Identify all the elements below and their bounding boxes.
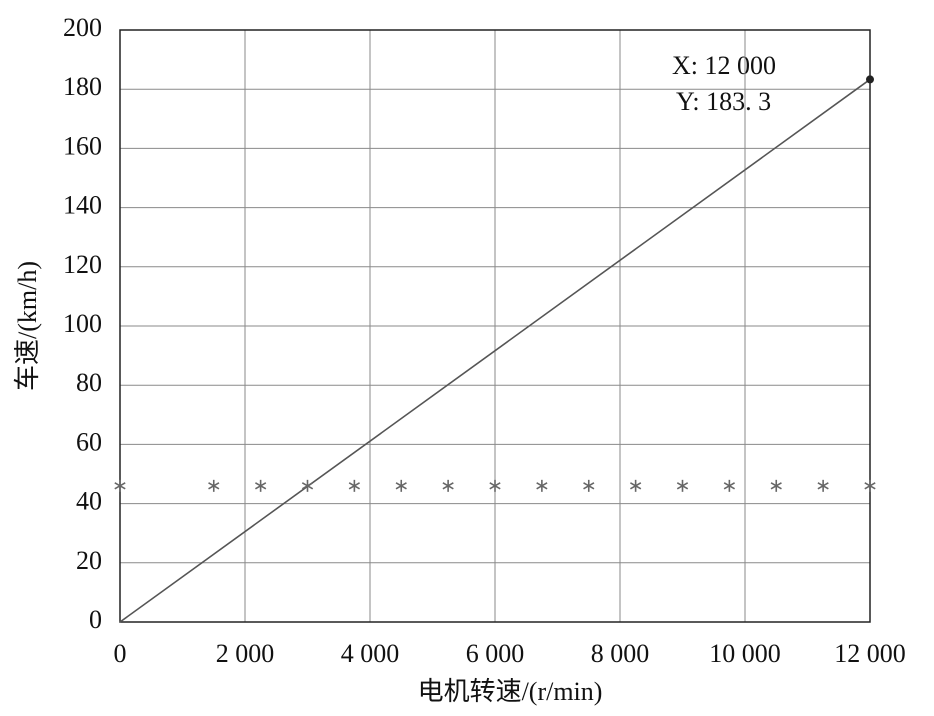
- x-tick-label: 8 000: [591, 639, 650, 668]
- asterisk-marker: [114, 479, 126, 492]
- x-tick-label: 2 000: [216, 639, 275, 668]
- asterisk-marker: [489, 479, 501, 492]
- asterisk-marker: [723, 479, 735, 492]
- data-line: [119, 78, 871, 623]
- x-tick-label: 12 000: [834, 639, 906, 668]
- asterisk-marker: [583, 479, 595, 492]
- asterisk-stroke: [395, 482, 407, 490]
- x-tick-label: 6 000: [466, 639, 525, 668]
- y-tick-label: 200: [63, 13, 102, 42]
- x-tick-label: 0: [114, 639, 127, 668]
- asterisk-marker: [395, 479, 407, 492]
- asterisk-stroke: [442, 482, 454, 490]
- y-tick-label: 140: [63, 191, 102, 220]
- annotation: Y: 183. 3: [676, 87, 771, 116]
- asterisk-marker: [676, 479, 689, 492]
- asterisk-stroke: [676, 482, 689, 490]
- asterisk-marker: [770, 479, 782, 492]
- asterisk-marker: [255, 479, 267, 492]
- asterisk-stroke: [536, 482, 548, 490]
- y-tick-label: 20: [76, 546, 102, 575]
- y-axis-label: 车速/(km/h): [13, 261, 42, 391]
- asterisk-stroke: [114, 482, 126, 490]
- asterisk-marker: [208, 479, 220, 492]
- asterisk-stroke: [583, 482, 595, 490]
- y-tick-label: 180: [63, 72, 102, 101]
- asterisk-marker: [442, 479, 454, 492]
- x-tick-label: 10 000: [709, 639, 781, 668]
- x-tick-label: 4 000: [341, 639, 400, 668]
- y-tick-label: 100: [63, 309, 102, 338]
- asterisk-stroke: [630, 482, 642, 490]
- y-tick-label: 160: [63, 131, 102, 160]
- y-tick-label: 120: [63, 250, 102, 279]
- asterisk-stroke: [770, 482, 782, 490]
- asterisk-stroke: [489, 482, 501, 490]
- asterisk-stroke: [208, 482, 220, 490]
- asterisk-stroke: [723, 482, 735, 490]
- plot-frame: [119, 29, 871, 623]
- asterisk-marker: [864, 479, 876, 492]
- asterisk-stroke: [817, 482, 829, 490]
- asterisk-stroke: [301, 482, 314, 490]
- asterisk-marker: [301, 479, 314, 492]
- asterisk-stroke: [255, 482, 267, 490]
- asterisk-marker: [536, 479, 548, 492]
- y-tick-label: 40: [76, 487, 102, 516]
- asterisk-stroke: [864, 482, 876, 490]
- y-tick-label: 60: [76, 427, 102, 456]
- y-tick-label: 80: [76, 368, 102, 397]
- asterisk-marker: [817, 479, 829, 492]
- asterisk-stroke: [348, 482, 360, 490]
- x-axis-label: 电机转速/(r/min): [418, 677, 603, 706]
- datatip-point: [866, 75, 874, 84]
- asterisk-marker: [348, 479, 360, 492]
- y-tick-label: 0: [89, 605, 102, 634]
- annotation: X: 12 000: [672, 51, 776, 80]
- asterisk-marker: [630, 479, 642, 492]
